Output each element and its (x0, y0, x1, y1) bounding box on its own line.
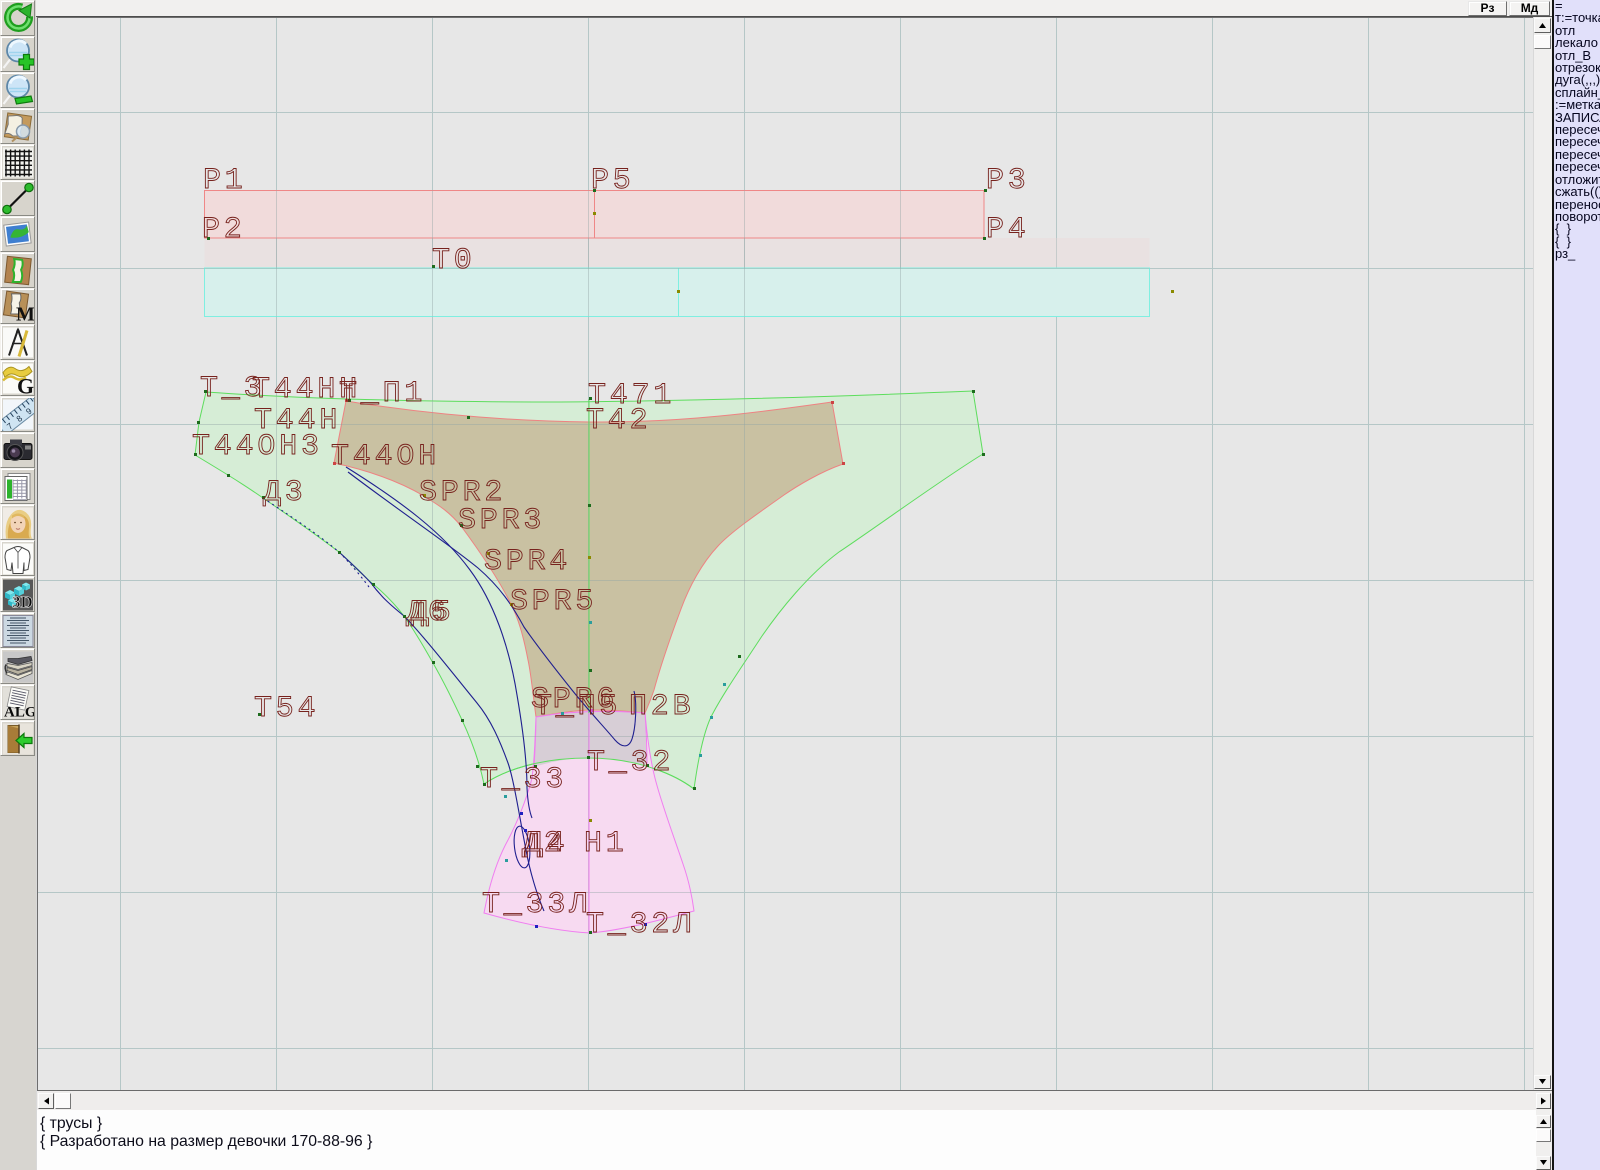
svg-text:SPR5: SPR5 (510, 585, 597, 619)
svg-text:Т54: Т54 (254, 692, 319, 726)
svg-text:Д6: Д6 (406, 596, 450, 630)
svg-text:Д2: Д2 (522, 827, 566, 861)
svg-text:Т_П5: Т_П5 (534, 690, 621, 724)
svg-text:Р4: Р4 (986, 213, 1030, 247)
svg-text:Т471: Т471 (588, 379, 675, 413)
svg-text:M: M (16, 304, 34, 324)
svg-text:Д4: Д4 (525, 827, 569, 861)
svg-text:Т_32Л: Т_32Л (586, 908, 695, 942)
svg-text:Р5: Р5 (591, 164, 635, 198)
svg-text:SPR2: SPR2 (419, 476, 506, 510)
svg-text:Т_3: Т_3 (200, 372, 265, 406)
svg-text:G: G (17, 374, 34, 396)
svg-text:Н1: Н1 (584, 827, 628, 861)
svg-text:Т44НН: Т44НН (252, 373, 361, 407)
svg-text:Д3: Д3 (263, 476, 307, 510)
svg-text:Т_П1: Т_П1 (339, 377, 426, 411)
svg-text:SPR6: SPR6 (531, 683, 618, 717)
svg-text:ALG: ALG (4, 705, 34, 720)
svg-text:Т44ОН: Т44ОН (331, 440, 440, 474)
svg-text:Т42: Т42 (586, 404, 651, 438)
svg-text:Т_32: Т_32 (587, 746, 674, 780)
svg-text:SPR4: SPR4 (484, 545, 571, 579)
svg-text:Т0: Т0 (432, 244, 476, 278)
svg-text:Р2: Р2 (202, 213, 246, 247)
svg-text:Д5: Д5 (411, 596, 455, 630)
svg-text:Р1: Р1 (203, 164, 247, 198)
svg-text:П2В: П2В (629, 690, 694, 724)
svg-text:Т_33Л: Т_33Л (482, 888, 591, 922)
svg-text:SPR3: SPR3 (458, 504, 545, 538)
svg-text:Р3: Р3 (986, 164, 1030, 198)
svg-text:Т44ОН3: Т44ОН3 (192, 430, 323, 464)
svg-text:3D: 3D (12, 593, 33, 612)
svg-text:Т44Н: Т44Н (254, 404, 341, 438)
svg-text:Т_33: Т_33 (480, 763, 567, 797)
